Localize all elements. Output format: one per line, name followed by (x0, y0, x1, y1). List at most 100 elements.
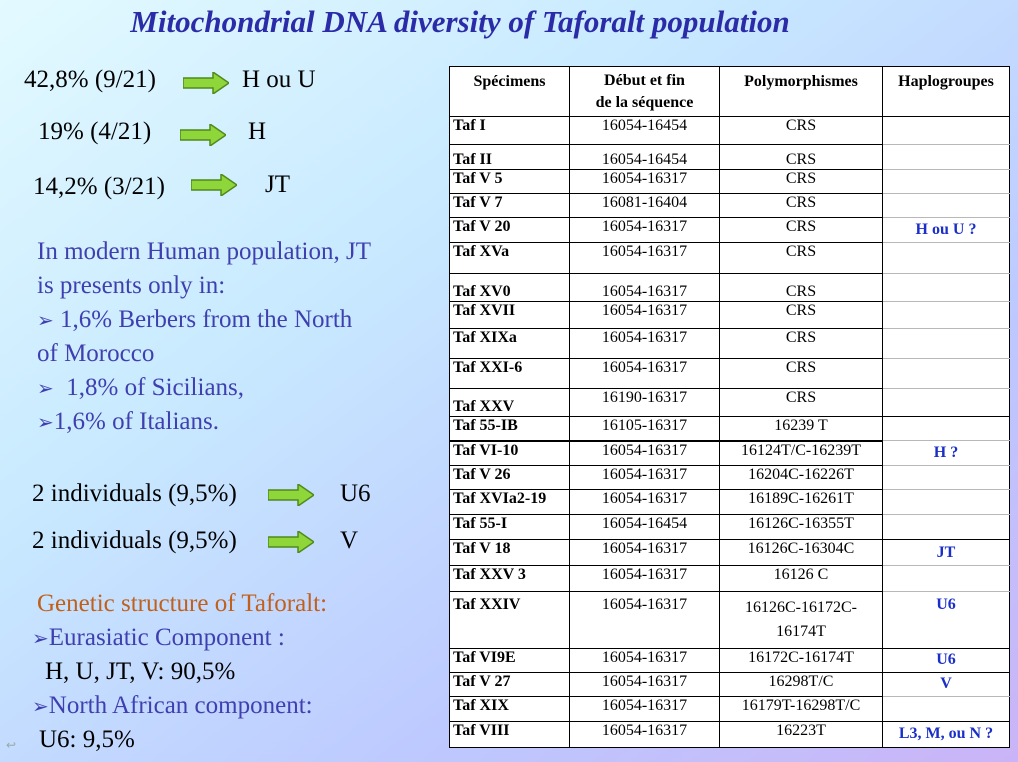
individuals-right-2: V (340, 527, 359, 554)
table-row: Taf XXV 3 16054-16317 16126 C (449, 565, 1010, 593)
hap-cell (882, 489, 1010, 516)
poly-cell: 16126 C (719, 565, 883, 593)
hap-cell (882, 242, 1010, 274)
specimen-cell: Taf XXI-6 (449, 357, 570, 389)
hap-cell (882, 357, 1010, 389)
individuals-right-1: U6 (340, 480, 371, 507)
specimen-cell: Taf V 5 (449, 169, 570, 195)
hap-group-u6: U6 (882, 591, 1010, 649)
table-row: Taf V 18 16054-16317 16126C-16304C JT (449, 539, 1010, 567)
range-cell: 16054-16454 (569, 514, 720, 541)
specimen-cell: Taf XVII (449, 300, 570, 329)
range-cell: 16054-16454 (569, 116, 720, 146)
slide-title: Mitochondrial DNA diversity of Taforalt … (130, 4, 790, 39)
hap-cell (882, 695, 1010, 722)
specimen-cell: Taf V 20 (449, 217, 570, 244)
table-row: Taf VIII 16054-16317 16223T L3, M, ou N … (449, 720, 1010, 749)
specimen-cell: Taf V 27 (449, 671, 570, 697)
specimen-cell: Taf V 26 (449, 465, 570, 491)
specimen-cell: Taf VIII (449, 720, 570, 749)
range-cell: 16054-16317 (569, 327, 720, 359)
range-cell: 16054-16317 (569, 439, 720, 467)
poly-cell: CRS (719, 116, 883, 146)
arrow-bullet-icon: ➢ (32, 694, 49, 718)
poly-cell: 16172C-16174T (719, 647, 883, 673)
right-arrow-icon (180, 124, 226, 146)
header-haplogroupes: Haplogroupes (882, 65, 1010, 118)
table-row: Taf XVII 16054-16317 CRS (449, 300, 1010, 329)
poly-cell: 16298T/C (719, 671, 883, 697)
eurasiatic-label: ➢Eurasiatic Component : (32, 624, 285, 651)
table-row: Taf 55-IB 16105-16317 16239 T (449, 415, 1010, 442)
poly-cell: 16189C-16261T (719, 489, 883, 516)
hap-group-jt: JT (882, 539, 1010, 567)
hap-cell (882, 300, 1010, 329)
range-cell: 16054-16317 (569, 169, 720, 195)
genetic-heading: Genetic structure of Taforalt: (37, 590, 328, 617)
poly-cell: CRS (719, 300, 883, 329)
modern-population-text: In modern Human population, JT is presen… (37, 235, 371, 439)
table-row: Taf II 16054-16454 CRS (449, 144, 1010, 171)
specimen-cell: Taf I (449, 116, 570, 146)
table-row: Taf V 26 16054-16317 16204C-16226T (449, 465, 1010, 491)
specimen-cell: Taf XXV (449, 387, 570, 417)
stat-right-3: JT (265, 171, 290, 198)
stat-left-3: 14,2% (3/21) (33, 173, 165, 200)
range-cell: 16054-16317 (569, 671, 720, 697)
arrow-bullet-icon: ➢ (37, 410, 54, 434)
table-row: Taf XVIa2-19 16054-16317 16189C-16261T (449, 489, 1010, 516)
table-row: Taf XVa 16054-16317 CRS (449, 242, 1010, 274)
specimen-cell: Taf XIX (449, 695, 570, 722)
table-header-row: Spécimens Début et fin de la séquence Pol… (449, 65, 1010, 118)
range-cell: 16190-16317 (569, 387, 720, 417)
poly-cell: 16223T (719, 720, 883, 749)
poly-cell: CRS (719, 357, 883, 389)
modern-bullet-1: ➢ 1,6% Berbers from the North (37, 306, 353, 333)
hap-group-h: H ? (882, 439, 1010, 467)
table-row: Taf XXI-6 16054-16317 CRS (449, 357, 1010, 389)
poly-cell: 16204C-16226T (719, 465, 883, 491)
specimen-cell: Taf V 18 (449, 539, 570, 567)
range-cell: 16054-16317 (569, 565, 720, 593)
header-polymorphismes: Polymorphismes (719, 65, 883, 118)
specimen-cell: Taf XXIV (449, 591, 570, 649)
range-cell: 16054-16317 (569, 720, 720, 749)
hap-cell (882, 193, 1010, 219)
table-row: Taf XXV 16190-16317 CRS (449, 387, 1010, 417)
stat-left-2: 19% (4/21) (38, 118, 152, 145)
right-arrow-icon (191, 174, 237, 196)
table-row: Taf V 7 16081-16404 CRS (449, 193, 1010, 219)
hap-cell (882, 415, 1010, 442)
arrow-bullet-icon: ➢ (37, 308, 54, 332)
modern-line-1: In modern Human population, JT (37, 238, 371, 265)
modern-bullet-3: ➢1,6% of Italians. (37, 408, 219, 435)
genetic-structure-text: Genetic structure of Taforalt: ➢Eurasiat… (32, 587, 328, 757)
table-row: Taf XIXa 16054-16317 CRS (449, 327, 1010, 359)
range-cell: 16054-16317 (569, 217, 720, 244)
poly-cell: 16239 T (719, 415, 883, 442)
table-row: Taf VI9E 16054-16317 16172C-16174T U6 (449, 647, 1010, 673)
previous-slide-icon[interactable]: ↩ (6, 738, 17, 752)
specimen-cell: Taf XV0 (449, 272, 570, 302)
modern-bullet-2: ➢ 1,8% of Sicilians, (37, 374, 245, 401)
hap-cell (882, 387, 1010, 417)
stat-left-1: 42,8% (9/21) (24, 66, 156, 93)
right-arrow-icon (268, 531, 314, 553)
range-cell: 16054-16317 (569, 465, 720, 491)
range-cell: 16054-16317 (569, 591, 720, 649)
specimen-cell: Taf XVa (449, 242, 570, 274)
haplogroup-table: Spécimens Début et fin de la séquence Pol… (449, 65, 1010, 749)
right-arrow-icon (183, 72, 229, 94)
table-row: Taf XV0 16054-16317 CRS (449, 272, 1010, 302)
hap-cell (882, 116, 1010, 146)
arrow-bullet-icon: ➢ (37, 376, 54, 400)
table-row: Taf XXIV 16054-16317 16126C-16172C- 16174… (449, 591, 1010, 649)
table-row: Taf VI-10 16054-16317 16124T/C-16239T H … (449, 439, 1010, 467)
specimen-cell: Taf XXV 3 (449, 565, 570, 593)
individuals-left-1: 2 individuals (9,5%) (32, 480, 237, 507)
poly-cell: CRS (719, 217, 883, 244)
specimen-cell: Taf 55-I (449, 514, 570, 541)
north-african-value: U6: 9,5% (39, 726, 135, 753)
range-cell: 16054-16317 (569, 539, 720, 567)
poly-cell: CRS (719, 327, 883, 359)
